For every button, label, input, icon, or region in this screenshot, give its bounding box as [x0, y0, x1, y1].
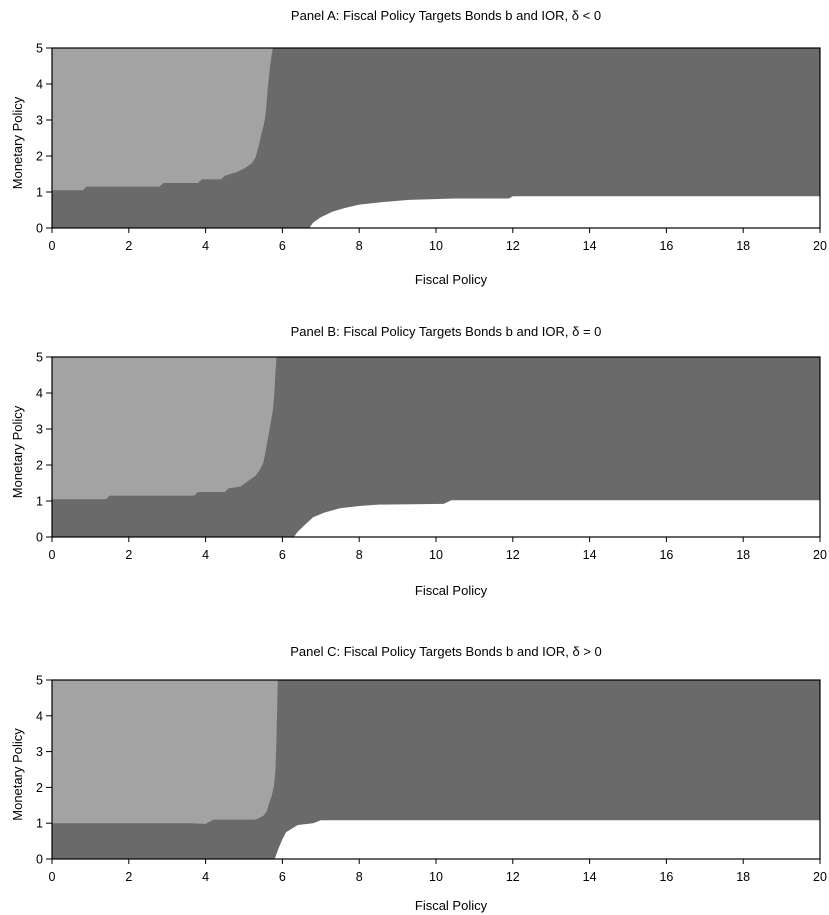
light-gray-region — [52, 357, 277, 500]
x-tick-label: 14 — [583, 239, 597, 253]
x-tick-label: 10 — [429, 548, 443, 562]
y-tick-label: 1 — [36, 817, 43, 831]
y-tick-label: 1 — [36, 495, 43, 509]
y-tick-label: 5 — [36, 351, 43, 365]
y-tick-label: 0 — [36, 531, 43, 545]
x-tick-label: 6 — [279, 870, 286, 884]
y-tick-label: 2 — [36, 459, 43, 473]
chart-panel-3: Panel C: Fiscal Policy Targets Bonds b a… — [10, 644, 827, 913]
x-tick-label: 0 — [49, 548, 56, 562]
y-tick-label: 4 — [36, 78, 43, 92]
x-tick-label: 0 — [49, 870, 56, 884]
x-tick-label: 12 — [506, 239, 520, 253]
y-tick-label: 3 — [36, 423, 43, 437]
x-axis-label: Fiscal Policy — [415, 583, 488, 598]
x-tick-label: 16 — [659, 239, 673, 253]
y-tick-label: 1 — [36, 186, 43, 200]
y-tick-label: 2 — [36, 781, 43, 795]
x-axis-label: Fiscal Policy — [415, 898, 488, 913]
x-tick-label: 4 — [202, 239, 209, 253]
y-tick-label: 0 — [36, 222, 43, 236]
chart-panel-2: Panel B: Fiscal Policy Targets Bonds b a… — [10, 324, 827, 598]
x-tick-label: 2 — [125, 870, 132, 884]
chart-panel-1: Panel A: Fiscal Policy Targets Bonds b a… — [10, 8, 827, 287]
x-tick-label: 2 — [125, 548, 132, 562]
x-tick-label: 16 — [659, 870, 673, 884]
x-tick-label: 8 — [356, 548, 363, 562]
y-tick-label: 3 — [36, 745, 43, 759]
x-tick-label: 16 — [659, 548, 673, 562]
x-axis-label: Fiscal Policy — [415, 272, 488, 287]
white-region — [309, 196, 820, 228]
x-tick-label: 8 — [356, 239, 363, 253]
x-tick-label: 10 — [429, 239, 443, 253]
x-tick-label: 18 — [736, 239, 750, 253]
chart-title: Panel C: Fiscal Policy Targets Bonds b a… — [290, 644, 602, 659]
light-gray-region — [52, 48, 273, 191]
y-tick-label: 5 — [36, 674, 43, 688]
y-tick-label: 2 — [36, 150, 43, 164]
x-tick-label: 18 — [736, 870, 750, 884]
x-tick-label: 12 — [506, 548, 520, 562]
x-tick-label: 2 — [125, 239, 132, 253]
y-axis-label: Monetary Policy — [10, 728, 25, 821]
y-tick-label: 5 — [36, 42, 43, 56]
x-tick-label: 14 — [583, 870, 597, 884]
light-gray-region — [52, 680, 278, 824]
y-tick-label: 4 — [36, 387, 43, 401]
white-region — [274, 820, 820, 859]
y-tick-label: 0 — [36, 853, 43, 867]
x-tick-label: 12 — [506, 870, 520, 884]
x-tick-label: 6 — [279, 239, 286, 253]
x-tick-label: 18 — [736, 548, 750, 562]
y-tick-label: 4 — [36, 709, 43, 723]
x-tick-label: 20 — [813, 548, 827, 562]
x-tick-label: 6 — [279, 548, 286, 562]
x-tick-label: 20 — [813, 870, 827, 884]
x-tick-label: 8 — [356, 870, 363, 884]
y-axis-label: Monetary Policy — [10, 96, 25, 189]
x-tick-label: 10 — [429, 870, 443, 884]
x-tick-label: 4 — [202, 548, 209, 562]
white-region — [293, 500, 820, 537]
chart-title: Panel B: Fiscal Policy Targets Bonds b a… — [291, 324, 602, 339]
chart-title: Panel A: Fiscal Policy Targets Bonds b a… — [291, 8, 601, 23]
x-tick-label: 0 — [49, 239, 56, 253]
x-tick-label: 20 — [813, 239, 827, 253]
y-axis-label: Monetary Policy — [10, 405, 25, 498]
y-tick-label: 3 — [36, 114, 43, 128]
x-tick-label: 4 — [202, 870, 209, 884]
x-tick-label: 14 — [583, 548, 597, 562]
